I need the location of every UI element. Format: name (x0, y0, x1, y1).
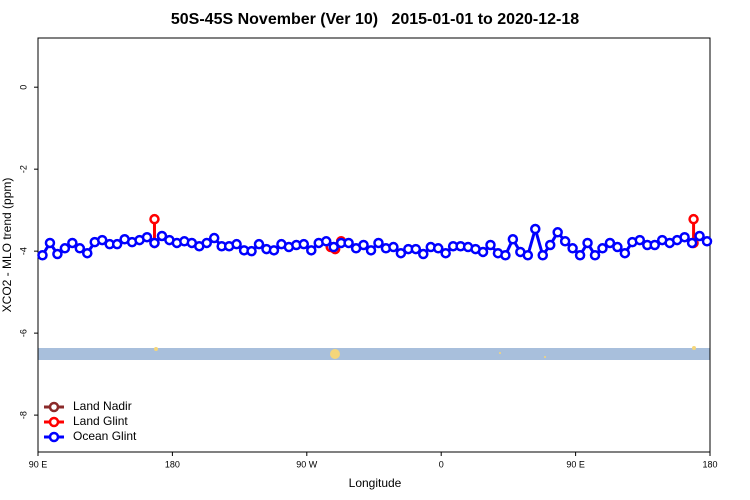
series-point (567, 243, 578, 254)
x-tick-label: 0 (439, 459, 444, 469)
series-point (373, 237, 384, 249)
y-tick-label: -4 (18, 247, 28, 255)
series-point (410, 243, 422, 255)
series-point (522, 249, 534, 261)
y-tick-label: -2 (18, 165, 28, 173)
series-point (343, 237, 354, 249)
y-tick-label: -8 (18, 411, 28, 419)
series-point (552, 227, 563, 238)
series-point (537, 249, 548, 261)
series-point (253, 238, 265, 250)
x-tick-label: 90 E (29, 459, 48, 469)
series-point (619, 247, 631, 259)
series-point (477, 246, 489, 258)
series-point (365, 245, 377, 256)
series-point (268, 245, 280, 256)
series-point (52, 248, 63, 260)
y-tick-label: 0 (18, 85, 28, 90)
series-point (37, 249, 48, 261)
x-tick-label: 180 (165, 459, 180, 469)
series-point (149, 237, 160, 249)
series-point (141, 231, 153, 243)
series-point (688, 213, 699, 225)
series-point (582, 237, 593, 249)
x-tick-label: 180 (702, 459, 717, 469)
chart-title: 50S-45S November (Ver 10) 2015-01-01 to … (171, 11, 579, 28)
series-point (298, 238, 310, 250)
legend-label: Ocean Glint (73, 429, 137, 443)
coverage-band (38, 348, 710, 360)
series-point (574, 249, 586, 261)
legend-item: Ocean Glint (44, 429, 137, 443)
series-point (649, 239, 660, 251)
series-point (231, 238, 242, 250)
legend-item: Land Nadir (44, 399, 132, 413)
legend-marker (48, 401, 60, 413)
series-point (358, 239, 369, 251)
x-tick-label: 90 W (296, 459, 318, 469)
series-point (559, 236, 571, 247)
series-point (432, 243, 444, 254)
coverage-spots (154, 346, 696, 359)
series-point (679, 231, 690, 243)
legend-item: Land Glint (44, 414, 128, 428)
series-point (507, 234, 519, 245)
series-point (201, 237, 212, 249)
legend-label: Land Glint (73, 414, 128, 428)
series-point (306, 245, 317, 256)
series-point (156, 230, 168, 242)
series-point (328, 241, 339, 253)
x-tick-label: 90 E (566, 459, 585, 469)
legend-marker (48, 416, 60, 428)
series-point (440, 247, 451, 259)
series-point (149, 213, 160, 225)
series-point (59, 243, 71, 254)
y-axis-label: XCO2 - MLO trend (ppm) (0, 178, 14, 313)
series-point (530, 223, 541, 235)
series-point (604, 237, 616, 249)
series-point (320, 236, 332, 247)
series-point (246, 245, 257, 257)
series-point (67, 237, 78, 249)
series-point (634, 234, 646, 246)
series-point (544, 239, 556, 251)
series-point (589, 249, 601, 261)
series-point (208, 232, 220, 244)
series-point (694, 230, 705, 242)
legend-label: Land Nadir (73, 399, 132, 413)
series-point (74, 243, 86, 254)
series-point (597, 243, 608, 254)
series-point (485, 239, 496, 251)
series-point (44, 237, 56, 249)
series-point (395, 247, 407, 259)
series-point (82, 247, 93, 259)
series-point (612, 241, 623, 253)
series-point (686, 237, 698, 249)
x-axis-label: Longitude (349, 476, 402, 490)
y-tick-label: -6 (18, 329, 28, 337)
series-point (96, 234, 108, 246)
series-point (500, 249, 511, 261)
series-point (418, 248, 429, 260)
series-point (701, 236, 713, 247)
series-point (111, 238, 123, 250)
legend-marker (48, 431, 60, 443)
series-point (388, 241, 399, 253)
